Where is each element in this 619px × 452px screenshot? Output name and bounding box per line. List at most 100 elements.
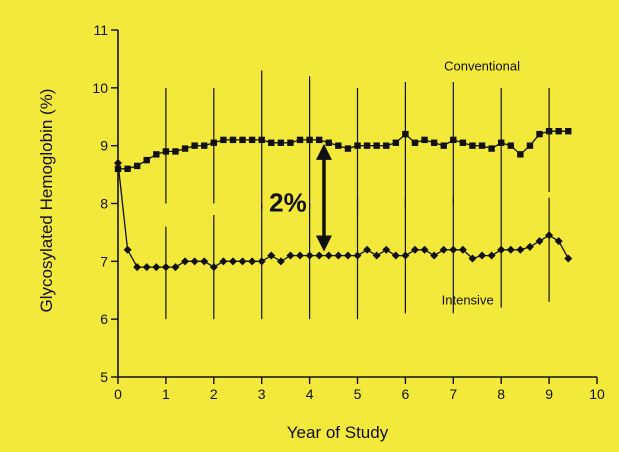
data-point-intensive-46 (554, 237, 563, 246)
data-point-intensive-41 (506, 245, 515, 254)
x-tick-label-9: 9 (545, 386, 553, 402)
data-point-conventional-22 (325, 139, 332, 146)
data-point-conventional-34 (440, 142, 447, 149)
data-point-intensive-21 (315, 251, 324, 260)
data-point-conventional-28 (383, 142, 390, 149)
data-point-intensive-6 (171, 263, 180, 272)
data-point-intensive-0 (114, 159, 122, 168)
x-tick-label-1: 1 (162, 386, 170, 402)
data-point-conventional-14 (248, 136, 256, 144)
data-point-intensive-16 (267, 251, 276, 260)
arrow-head-down (315, 235, 332, 252)
data-point-intensive-27 (372, 251, 381, 260)
data-point-intensive-39 (487, 251, 496, 260)
data-point-intensive-7 (181, 257, 190, 266)
data-point-intensive-23 (334, 251, 343, 260)
data-point-intensive-40 (497, 245, 506, 254)
data-point-conventional-19 (296, 136, 304, 144)
data-point-conventional-25 (354, 142, 361, 149)
x-tick-label-6: 6 (402, 386, 410, 402)
data-point-intensive-12 (228, 257, 237, 266)
x-tick-label-3: 3 (258, 386, 266, 402)
data-point-conventional-41 (507, 142, 514, 149)
y-tick-label-10: 10 (92, 80, 108, 96)
data-point-conventional-6 (172, 148, 179, 155)
data-point-intensive-19 (296, 251, 305, 260)
x-tick-label-4: 4 (306, 386, 314, 402)
data-point-intensive-14 (248, 257, 257, 266)
data-point-intensive-37 (468, 254, 477, 263)
data-point-conventional-37 (469, 142, 476, 149)
data-point-intensive-22 (324, 251, 333, 260)
data-point-intensive-32 (420, 245, 429, 254)
data-point-conventional-7 (181, 145, 189, 152)
data-point-conventional-36 (459, 139, 467, 146)
series-layer (114, 128, 573, 272)
data-point-conventional-26 (363, 142, 371, 149)
x-axis-title: Year of Study (287, 423, 389, 442)
difference-arrow (315, 143, 332, 252)
data-point-conventional-13 (239, 136, 246, 144)
y-axis-title: Glycosylated Hemoglobin (%) (37, 89, 56, 313)
data-point-conventional-12 (229, 136, 237, 144)
data-point-conventional-3 (143, 156, 150, 164)
data-point-conventional-32 (421, 136, 428, 144)
arrow-head-up (315, 143, 332, 160)
data-point-conventional-17 (277, 139, 285, 146)
data-point-intensive-44 (535, 237, 544, 246)
data-point-intensive-15 (257, 257, 266, 266)
data-point-intensive-5 (161, 263, 170, 272)
data-point-intensive-13 (238, 257, 247, 266)
data-point-intensive-2 (133, 263, 142, 272)
difference-annotation-label: 2% (269, 188, 307, 218)
data-point-conventional-31 (411, 139, 419, 146)
data-point-intensive-31 (410, 245, 419, 254)
data-point-conventional-9 (201, 142, 208, 149)
data-point-conventional-35 (450, 136, 457, 144)
data-point-conventional-11 (220, 136, 227, 144)
data-point-intensive-45 (545, 231, 554, 240)
data-point-conventional-29 (392, 139, 400, 146)
data-point-intensive-28 (382, 245, 391, 254)
data-point-conventional-40 (498, 139, 505, 146)
y-tick-label-5: 5 (100, 369, 108, 385)
data-point-intensive-17 (276, 257, 285, 266)
axes: 5 6 7 8 9 10 11 0 1 2 3 4 5 6 7 8 9 10 (92, 22, 605, 402)
data-point-intensive-38 (478, 251, 487, 260)
data-point-conventional-18 (287, 139, 294, 146)
data-point-intensive-11 (219, 257, 228, 266)
data-point-conventional-20 (306, 136, 313, 144)
data-point-intensive-8 (190, 257, 199, 266)
data-point-conventional-43 (526, 142, 534, 149)
y-tick-label-7: 7 (100, 253, 108, 269)
data-point-intensive-29 (391, 251, 400, 260)
data-point-intensive-30 (401, 251, 410, 260)
data-point-conventional-45 (545, 128, 553, 135)
y-tick-label-8: 8 (100, 196, 108, 212)
data-point-intensive-35 (449, 245, 458, 254)
x-tick-label-0: 0 (114, 386, 122, 402)
data-point-conventional-16 (268, 139, 275, 146)
data-point-conventional-8 (191, 142, 198, 149)
x-tick-label-8: 8 (497, 386, 505, 402)
data-point-conventional-24 (344, 145, 352, 152)
error-bars (165, 70, 550, 320)
data-point-conventional-44 (536, 130, 543, 138)
data-point-intensive-18 (286, 251, 295, 260)
series-label-conventional: Conventional (444, 58, 520, 73)
data-point-conventional-30 (402, 130, 409, 138)
data-point-conventional-4 (153, 151, 160, 158)
data-point-conventional-33 (430, 139, 438, 146)
labels-layer: Glycosylated Hemoglobin (%) Year of Stud… (37, 58, 520, 442)
x-tick-label-2: 2 (210, 386, 218, 402)
data-point-intensive-47 (564, 254, 573, 263)
data-point-intensive-34 (439, 245, 448, 254)
x-tick-label-5: 5 (354, 386, 362, 402)
y-tick-label-6: 6 (100, 311, 108, 327)
data-point-conventional-23 (335, 142, 342, 149)
data-point-conventional-39 (488, 145, 495, 152)
data-point-intensive-9 (200, 257, 209, 266)
data-point-conventional-21 (315, 136, 323, 144)
data-point-conventional-1 (124, 165, 131, 172)
